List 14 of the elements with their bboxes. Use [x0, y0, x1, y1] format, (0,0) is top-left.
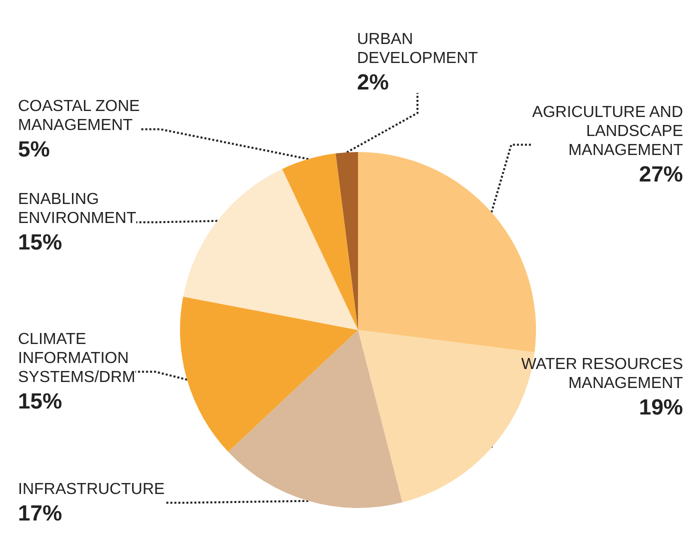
slice-label: ENABLING ENVIRONMENT	[18, 191, 136, 227]
data-label: 15%	[18, 388, 62, 414]
data-label: 15%	[18, 230, 62, 254]
data-label: 2%	[357, 70, 389, 94]
data-label: 19%	[638, 394, 683, 420]
slice-label: AGRICULTURE AND LANDSCAPE MANAGEMENT	[532, 104, 684, 159]
data-label: 5%	[18, 136, 50, 162]
slice-label: INFRASTRUCTURE	[18, 481, 165, 498]
slice-label: CLIMATE INFORMATION SYSTEMS/DRM	[18, 331, 136, 386]
slice-label: WATER RESOURCES MANAGEMENT	[521, 356, 684, 392]
data-label: 27%	[638, 162, 683, 186]
slice-label: COASTAL ZONE MANAGEMENT	[18, 98, 140, 134]
data-label: 17%	[18, 500, 62, 526]
slice-label: URBAN DEVELOPMENT	[357, 31, 478, 67]
